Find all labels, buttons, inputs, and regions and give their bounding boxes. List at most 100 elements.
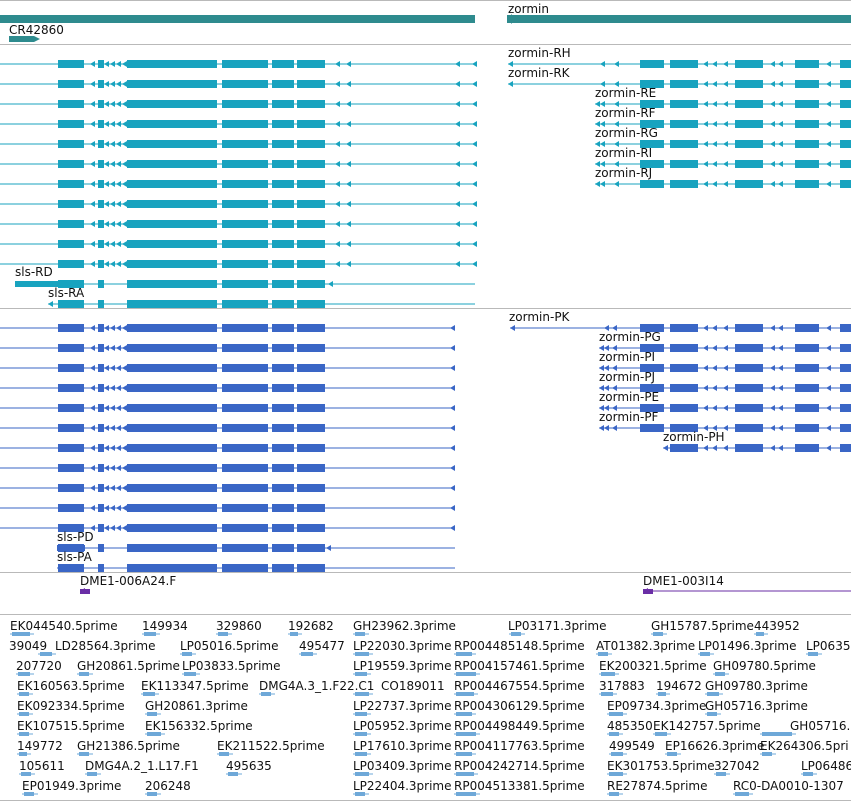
est-label[interactable]: EK113347.5prime: [141, 679, 249, 693]
exon-block: [58, 464, 84, 472]
est-label[interactable]: GH15787.5prime: [651, 619, 754, 633]
est-label[interactable]: GH20861.3prime: [145, 699, 248, 713]
est-label[interactable]: AT01382.3prime: [596, 639, 696, 653]
est-label[interactable]: DMG4A.3_1.F22.C1: [259, 679, 375, 693]
transcript-label[interactable]: zormin-RK: [508, 66, 570, 80]
protein-label[interactable]: sls-PA: [57, 550, 92, 564]
est-label[interactable]: GH20861.5prime: [77, 659, 180, 673]
est-label[interactable]: 39049: [9, 639, 48, 653]
est-label[interactable]: LP17610.3prime: [353, 739, 452, 753]
est-label[interactable]: LP22737.3prime: [353, 699, 452, 713]
est-label[interactable]: LP19559.3prime: [353, 659, 452, 673]
protein-label[interactable]: zormin-PH: [663, 430, 725, 444]
est-label[interactable]: LP03833.5prime: [182, 659, 281, 673]
transcript-label[interactable]: zormin-RI: [595, 146, 653, 160]
strand-arrow: [703, 405, 708, 411]
est-label[interactable]: LP05016.5prime: [180, 639, 279, 653]
est-label[interactable]: 206248: [145, 779, 191, 793]
protein-label[interactable]: zormin-PJ: [599, 370, 656, 384]
exon-block: [58, 180, 84, 188]
est-label[interactable]: EK264306.5pri: [760, 739, 849, 753]
est-label[interactable]: RP004306129.5prime: [454, 699, 585, 713]
protein-label[interactable]: zormin-PE: [599, 390, 660, 404]
est-label[interactable]: DMG4A.2_1.L17.F1: [85, 759, 199, 773]
est-label[interactable]: LP06486: [801, 759, 851, 773]
est-label[interactable]: CO189011: [381, 679, 445, 693]
strand-arrow: [335, 141, 340, 147]
est-label[interactable]: RE27874.5prime: [607, 779, 708, 793]
gene-label-zormin[interactable]: zormin: [508, 2, 549, 16]
exon-block: [640, 160, 664, 168]
strand-arrow: [612, 405, 617, 411]
est-label[interactable]: RP004117763.5prime: [454, 739, 585, 753]
strand-arrow: [770, 365, 775, 371]
est-label[interactable]: RP004498449.5prime: [454, 719, 585, 733]
est-label[interactable]: GH21386.5prime: [77, 739, 180, 753]
est-label[interactable]: RC0-DA0010-1307: [733, 779, 844, 793]
est-label[interactable]: LP22030.3prime: [353, 639, 452, 653]
transcript-label[interactable]: sls-RA: [48, 286, 85, 300]
ncrna-label-cr42860[interactable]: CR42860: [9, 23, 64, 37]
est-label[interactable]: LP03409.3prime: [353, 759, 452, 773]
est-label[interactable]: 495635: [226, 759, 272, 773]
est-label[interactable]: 207720: [16, 659, 62, 673]
est-label[interactable]: 149772: [17, 739, 63, 753]
est-label[interactable]: EK301753.5prime: [607, 759, 715, 773]
est-label[interactable]: 443952: [754, 619, 800, 633]
est-label[interactable]: LD28564.3prime: [55, 639, 156, 653]
est-label[interactable]: 192682: [288, 619, 334, 633]
est-label[interactable]: EP09734.3prime: [607, 699, 707, 713]
protein-label[interactable]: zormin-PI: [599, 350, 656, 364]
est-label[interactable]: GH05716.3prime: [705, 699, 808, 713]
est-label[interactable]: EK092334.5prime: [17, 699, 125, 713]
est-label[interactable]: 329860: [216, 619, 262, 633]
transcript-label[interactable]: zormin-RJ: [595, 166, 653, 180]
est-label[interactable]: RP004157461.5prime: [454, 659, 585, 673]
transcript-label[interactable]: zormin-RF: [595, 106, 656, 120]
transcript-label[interactable]: zormin-RG: [595, 126, 658, 140]
transcript-label[interactable]: zormin-RE: [595, 86, 657, 100]
est-label[interactable]: EK044540.5prime: [10, 619, 118, 633]
protein-label[interactable]: zormin-PG: [599, 330, 661, 344]
transcript-label[interactable]: zormin-RH: [508, 46, 571, 60]
est-label[interactable]: 485350: [607, 719, 653, 733]
protein-label[interactable]: zormin-PF: [599, 410, 659, 424]
marker-label[interactable]: DME1-003I14: [643, 574, 724, 588]
est-label[interactable]: 317883: [599, 679, 645, 693]
est-label[interactable]: 495477: [299, 639, 345, 653]
est-label[interactable]: 105611: [19, 759, 65, 773]
est-label[interactable]: EK211522.5prime: [217, 739, 325, 753]
transcript-label[interactable]: sls-RD: [15, 265, 53, 279]
est-label[interactable]: RP004485148.5prime: [454, 639, 585, 653]
protein-label[interactable]: zormin-PK: [509, 310, 570, 324]
est-label[interactable]: RP004467554.5prime: [454, 679, 585, 693]
protein-label[interactable]: sls-PD: [57, 530, 94, 544]
strand-arrow: [703, 141, 708, 147]
est-label[interactable]: LP03171.3prime: [508, 619, 607, 633]
marker-label[interactable]: DME1-006A24.F: [80, 574, 177, 588]
est-label[interactable]: EP16626.3prime: [665, 739, 765, 753]
est-label[interactable]: GH09780.5prime: [713, 659, 816, 673]
est-label[interactable]: 327042: [714, 759, 760, 773]
est-label[interactable]: EK107515.5prime: [17, 719, 125, 733]
est-label[interactable]: EK160563.5prime: [17, 679, 125, 693]
est-label[interactable]: RP004242714.5prime: [454, 759, 585, 773]
est-label[interactable]: LP01496.3prime: [698, 639, 797, 653]
est-block: [18, 672, 30, 676]
est-label[interactable]: EK200321.5prime: [599, 659, 707, 673]
est-label[interactable]: GH23962.3prime: [353, 619, 456, 633]
est-label[interactable]: LP05952.3prime: [353, 719, 452, 733]
est-label[interactable]: 499549: [609, 739, 655, 753]
strand-arrow: [472, 201, 477, 207]
est-label[interactable]: EK156332.5prime: [145, 719, 253, 733]
est-label[interactable]: GH05716.: [790, 719, 851, 733]
est-label[interactable]: 194672: [656, 679, 702, 693]
est-label[interactable]: LP22404.3prime: [353, 779, 452, 793]
est-label[interactable]: EP01949.3prime: [22, 779, 122, 793]
est-label[interactable]: 149934: [142, 619, 188, 633]
est-label[interactable]: EK142757.5prime: [653, 719, 761, 733]
est-label[interactable]: RP004513381.5prime: [454, 779, 585, 793]
strand-arrow: [770, 385, 775, 391]
est-label[interactable]: GH09780.3prime: [705, 679, 808, 693]
